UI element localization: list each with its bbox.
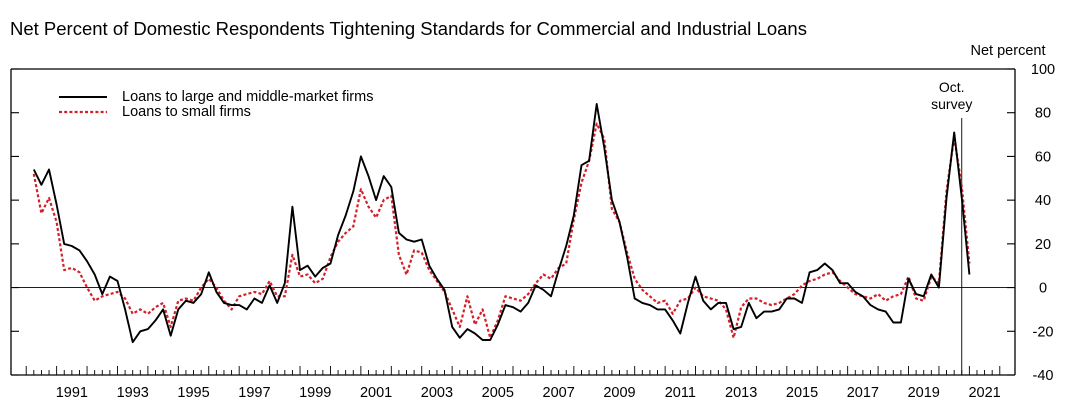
annotation-text: survey [931,96,972,112]
series-line-small-firms [32,122,971,339]
x-tick-label: 2003 [421,385,453,401]
x-tick-label: 1991 [56,385,88,401]
x-tick-label: 2001 [360,385,392,401]
y-tick-label: -20 [1033,324,1054,340]
x-tick-label: 2009 [603,385,635,401]
legend-label: Loans to large and middle-market firms [122,89,373,105]
series-line-large-middle-market [32,103,971,344]
x-tick-label: 2017 [847,385,879,401]
annotation-group: Oct.survey [931,79,972,375]
y-tick-label: 60 [1035,149,1051,165]
y-tick-label: 20 [1035,237,1051,253]
x-tick-label: 2007 [543,385,575,401]
legend-label: Loans to small firms [122,104,251,120]
x-tick-label: 1993 [117,385,149,401]
x-axis: 1991 1993 1995 1997 1999 2001 2003 2005 2007 2009… [25,366,1001,401]
y-tick-label: 80 [1035,106,1051,122]
x-tick-label: 1995 [177,385,209,401]
y-tick-label: 100 [1031,62,1055,78]
y-tick-label: -40 [1033,368,1054,384]
y-tick-label: 0 [1039,281,1047,297]
x-tick-label: 1997 [238,385,270,401]
chart-title: Net Percent of Domestic Respondents Tigh… [10,18,807,39]
x-tick-label: 2005 [482,385,514,401]
y-tick-label: 40 [1035,193,1051,209]
x-tick-label: 2021 [968,385,1000,401]
annotation-text: Oct. [939,79,965,95]
x-tick-label: 2011 [665,385,696,401]
legend: Loans to large and middle-market firmsLo… [59,89,373,120]
y-axis-label: Net percent [971,43,1046,59]
series-lines [32,103,971,344]
x-tick-label: 2015 [786,385,818,401]
y-axis: -40 -20 0 20 40 60 80 100 Net percent [11,43,1055,384]
x-tick-label: 2019 [908,385,940,401]
x-tick-label: 1999 [299,385,331,401]
x-tick-label: 2013 [725,385,757,401]
